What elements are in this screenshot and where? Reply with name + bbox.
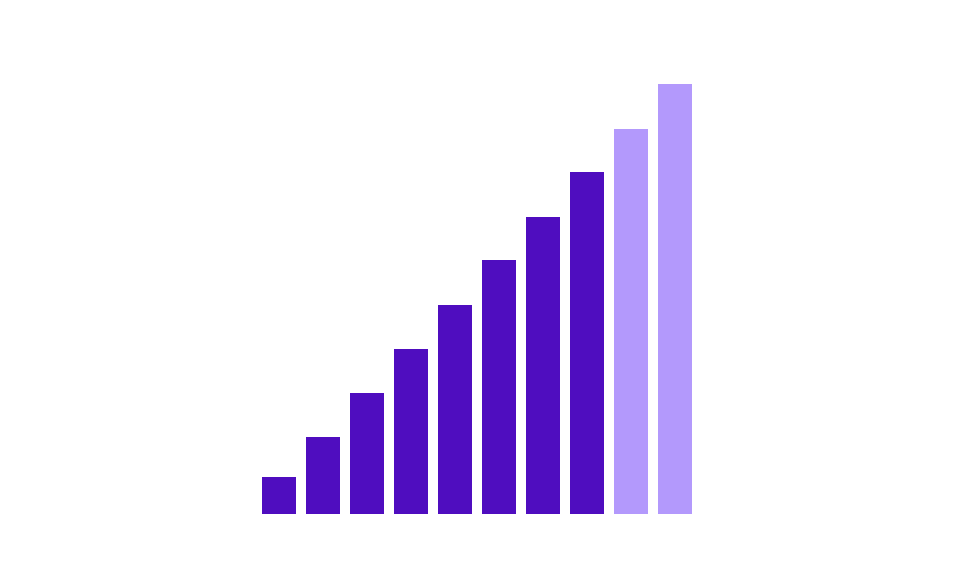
bar <box>526 217 560 514</box>
bar <box>262 477 296 514</box>
bar <box>570 172 604 514</box>
bar <box>482 260 516 514</box>
bar <box>614 129 648 514</box>
bar <box>350 393 384 514</box>
bar <box>438 305 472 514</box>
bar <box>306 437 340 514</box>
bar <box>394 349 428 514</box>
bar <box>658 84 692 514</box>
